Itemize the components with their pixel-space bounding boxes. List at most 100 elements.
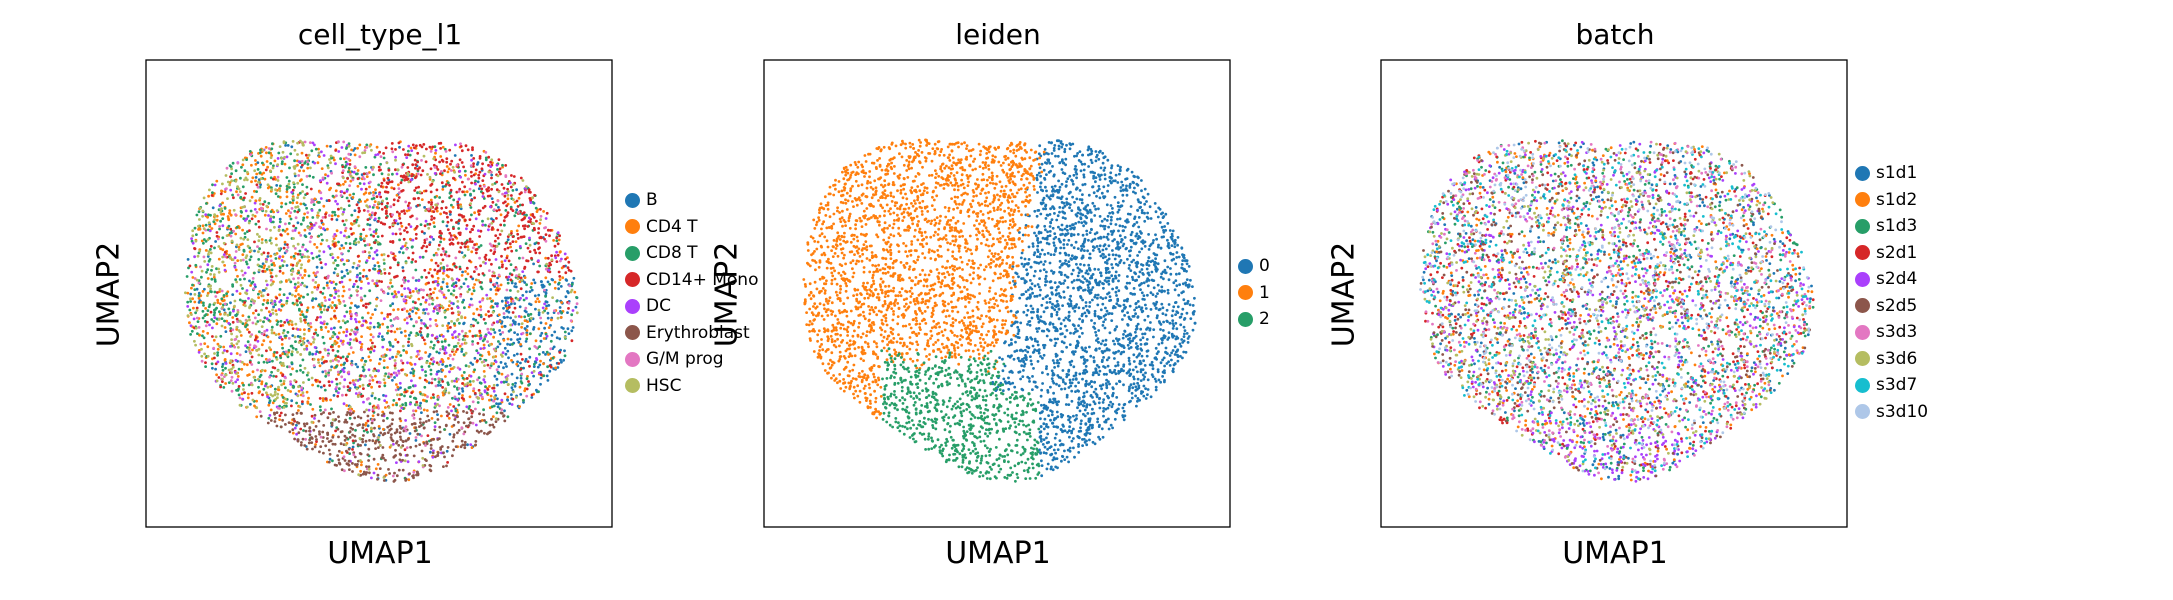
data-point: [371, 335, 375, 339]
data-point: [527, 216, 531, 220]
data-point: [308, 429, 311, 433]
data-point: [481, 179, 485, 183]
data-point: [311, 352, 314, 356]
data-point: [488, 258, 491, 262]
data-point: [365, 234, 368, 238]
data-point: [390, 147, 394, 151]
data-point: [508, 343, 512, 346]
data-point: [271, 401, 275, 405]
data-point: [431, 302, 434, 306]
data-point: [229, 175, 232, 179]
data-point: [221, 368, 225, 372]
data-point: [523, 227, 526, 231]
data-point: [473, 391, 477, 395]
data-point: [193, 288, 197, 291]
data-point: [466, 248, 470, 252]
data-point: [566, 311, 569, 314]
data-point: [375, 297, 378, 301]
data-point: [367, 355, 371, 359]
data-point: [373, 406, 376, 410]
data-point: [324, 262, 328, 266]
data-point: [278, 293, 281, 297]
data-point: [227, 368, 231, 372]
data-point: [339, 194, 343, 197]
data-point: [334, 267, 337, 271]
data-point: [349, 317, 353, 321]
data-point: [427, 419, 431, 422]
data-point: [311, 278, 315, 282]
data-point: [322, 341, 326, 345]
data-point: [325, 372, 328, 376]
data-point: [296, 281, 300, 285]
data-point: [510, 249, 514, 253]
data-point: [418, 425, 421, 428]
data-point: [280, 393, 284, 397]
data-point: [553, 309, 556, 312]
data-point: [356, 169, 360, 172]
data-point: [337, 345, 341, 348]
data-point: [265, 204, 269, 208]
data-point: [490, 262, 493, 266]
data-point: [447, 391, 451, 395]
data-point: [526, 320, 529, 323]
data-point: [363, 244, 367, 247]
data-point: [348, 405, 352, 409]
data-point: [221, 305, 225, 309]
data-point: [449, 188, 453, 192]
data-point: [311, 297, 315, 301]
data-point: [467, 417, 470, 421]
data-point: [403, 318, 407, 322]
data-point: [429, 438, 433, 442]
data-point: [432, 410, 436, 414]
data-point: [192, 306, 195, 310]
data-point: [336, 427, 340, 431]
data-point: [339, 339, 343, 343]
data-point: [373, 200, 377, 204]
data-point: [529, 303, 533, 306]
data-point: [193, 293, 197, 296]
data-point: [452, 282, 456, 285]
data-point: [294, 348, 298, 351]
data-point: [346, 320, 349, 323]
data-point: [206, 277, 210, 280]
data-point: [396, 388, 400, 391]
data-point: [525, 296, 528, 300]
data-point: [361, 324, 364, 327]
data-point: [427, 271, 431, 275]
data-point: [530, 396, 534, 399]
data-point: [532, 216, 536, 219]
data-point: [322, 424, 326, 427]
data-point: [464, 144, 468, 148]
data-point: [227, 321, 231, 325]
data-point: [441, 220, 445, 224]
data-point: [332, 271, 336, 275]
series-erythroblast: [259, 410, 507, 483]
data-point: [309, 403, 312, 406]
data-point: [518, 405, 521, 408]
data-point: [278, 414, 282, 418]
data-point: [410, 391, 414, 395]
data-point: [387, 375, 390, 379]
data-point: [213, 356, 216, 360]
data-point: [353, 153, 357, 157]
data-point: [274, 274, 278, 278]
data-point: [237, 339, 241, 343]
data-point: [517, 210, 521, 214]
data-point: [313, 143, 316, 147]
data-point: [369, 358, 372, 362]
data-point: [302, 295, 305, 299]
data-point: [410, 379, 413, 383]
data-point: [558, 275, 562, 278]
data-point: [278, 269, 282, 273]
data-point: [435, 304, 439, 307]
data-point: [411, 163, 415, 167]
data-point: [476, 359, 479, 363]
data-point: [247, 330, 251, 334]
data-point: [259, 414, 263, 418]
data-point: [546, 280, 550, 284]
data-point: [383, 317, 386, 321]
data-point: [318, 397, 322, 400]
data-point: [437, 269, 440, 273]
data-point: [339, 363, 343, 367]
data-point: [470, 292, 474, 296]
